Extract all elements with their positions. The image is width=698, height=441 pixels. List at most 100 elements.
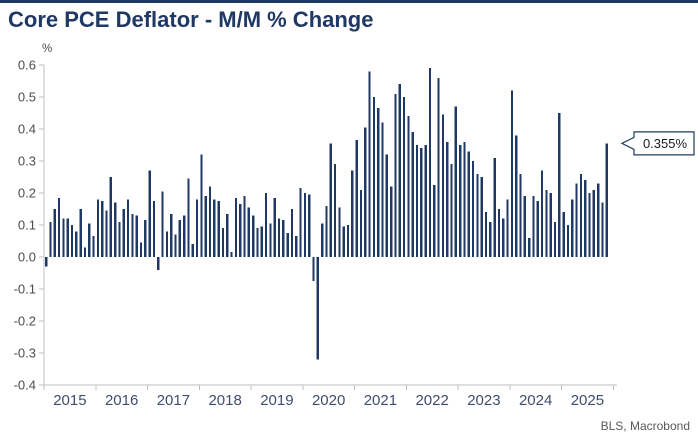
bar [579, 173, 583, 257]
bar [437, 77, 440, 257]
bar [480, 177, 483, 257]
bar [476, 173, 479, 257]
bar [165, 231, 169, 257]
bar [264, 193, 268, 257]
bar [200, 154, 203, 257]
bar [493, 157, 496, 257]
bar [217, 201, 220, 257]
bar [502, 218, 505, 257]
x-year-label: 2018 [208, 392, 241, 409]
bar [588, 193, 591, 257]
bar [497, 209, 501, 257]
bar [75, 231, 78, 257]
bar [471, 161, 475, 257]
bar [402, 97, 406, 257]
bar [528, 237, 531, 257]
x-year-label: 2024 [519, 392, 552, 409]
bar [178, 220, 181, 257]
bar [433, 185, 436, 257]
bar [88, 223, 91, 257]
bar [57, 197, 61, 257]
bar [148, 170, 151, 257]
bar [394, 93, 397, 257]
bar [523, 196, 526, 257]
bar [321, 223, 324, 257]
bar [152, 201, 156, 257]
bar [49, 221, 52, 257]
bar [122, 209, 125, 257]
bar [92, 236, 95, 257]
bar [532, 196, 535, 257]
bar [256, 228, 259, 257]
bar [506, 199, 509, 257]
bar [407, 116, 410, 257]
bar [252, 215, 255, 257]
bar [226, 213, 229, 257]
bar [351, 170, 354, 257]
bar [359, 189, 363, 257]
bar [139, 242, 143, 257]
bar [303, 193, 307, 257]
y-tick-label: 0.6 [18, 58, 36, 73]
bar [428, 68, 432, 257]
bar [597, 183, 600, 257]
bar [83, 247, 87, 257]
bar [144, 220, 147, 257]
bar [221, 228, 225, 257]
x-year-label: 2015 [53, 392, 86, 409]
bar [540, 170, 544, 257]
bar [489, 221, 492, 257]
bar [385, 154, 388, 257]
bar [183, 215, 186, 257]
y-tick-label: -0.1 [14, 282, 36, 297]
x-year-label: 2022 [415, 392, 448, 409]
bar [368, 71, 371, 258]
bar [364, 127, 367, 258]
bar [239, 204, 242, 257]
x-year-label: 2025 [571, 392, 604, 409]
bar [45, 257, 48, 267]
source-attribution: BLS, Macrobond [601, 419, 690, 433]
bar [592, 189, 595, 257]
y-axis: 0.6 0.5 0.4 0.3 0.2 0.1 0.0 -0.1 -0.2 -0.3 -0.4 [14, 58, 45, 393]
top-accent-bar [0, 0, 698, 3]
y-tick-label: 0.0 [18, 250, 36, 265]
bar [290, 209, 294, 257]
bar [601, 202, 604, 257]
bar [295, 236, 298, 257]
bar [558, 113, 561, 257]
bar [126, 199, 130, 257]
y-tick-label: 0.1 [18, 218, 36, 233]
x-year-label: 2020 [312, 392, 345, 409]
y-tick-label: 0.4 [18, 122, 36, 137]
bar [213, 199, 216, 257]
bar [191, 244, 194, 257]
bar [562, 212, 565, 257]
x-year-label: 2023 [467, 392, 500, 409]
bar [204, 196, 207, 257]
y-tick-label: -0.3 [14, 346, 36, 361]
bar [571, 199, 574, 257]
last-value-label: 0.355% [643, 136, 688, 151]
x-year-label: 2019 [260, 392, 293, 409]
bar [346, 225, 350, 257]
bar [79, 209, 82, 257]
bar [269, 223, 272, 257]
bar [372, 97, 376, 257]
bar [390, 186, 393, 257]
bar [424, 145, 427, 257]
bar [247, 207, 250, 257]
bar [553, 221, 557, 257]
bar [355, 140, 358, 257]
bar [377, 108, 380, 257]
bar [510, 90, 514, 257]
bar [230, 252, 233, 257]
bar [157, 257, 160, 270]
bar [308, 194, 311, 257]
bar [109, 177, 112, 257]
bar [566, 225, 570, 257]
bar-series [45, 68, 608, 360]
bar [105, 210, 108, 257]
y-axis-unit-label: % [42, 43, 52, 55]
bar [420, 148, 423, 257]
